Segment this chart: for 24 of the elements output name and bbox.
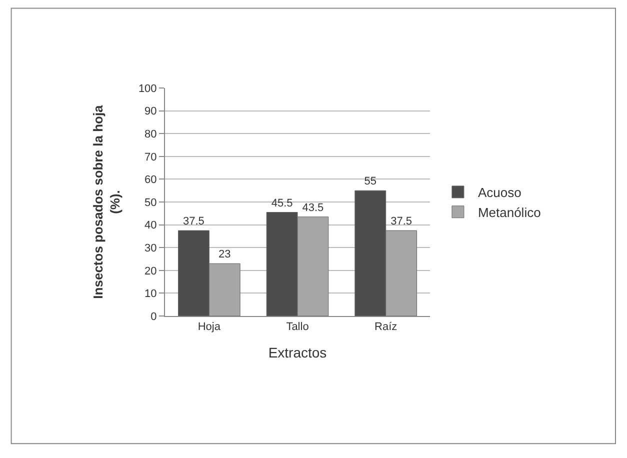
data-label: 23 xyxy=(218,248,231,261)
y-tick-label: 100 xyxy=(138,82,157,95)
y-axis-title: Insectos posados sobre la hoja (%). xyxy=(90,104,122,299)
y-tick-label: 0 xyxy=(150,310,157,323)
x-tick-label: Raíz xyxy=(374,321,398,334)
y-tick-label: 40 xyxy=(144,220,157,232)
data-label: 45.5 xyxy=(271,197,293,210)
data-label: 43.5 xyxy=(302,202,324,214)
y-tick-label: 90 xyxy=(144,106,157,118)
x-tick-label: Tallo xyxy=(286,321,309,334)
data-label: 37.5 xyxy=(390,216,412,228)
y-tick-label: 70 xyxy=(144,151,157,164)
data-label: 37.5 xyxy=(183,216,204,228)
legend-label: Acuoso xyxy=(478,185,522,200)
data-label: 55 xyxy=(364,176,376,188)
y-tick-label: 10 xyxy=(144,288,157,300)
y-tick-label: 60 xyxy=(144,174,157,186)
x-axis-title: Extractos xyxy=(268,344,327,360)
x-tick-label: Hoja xyxy=(198,321,222,334)
legend-label: Metanólico xyxy=(478,204,541,220)
y-tick-label: 30 xyxy=(144,242,157,254)
y-tick-label: 50 xyxy=(144,196,157,209)
y-tick-label: 80 xyxy=(144,128,157,140)
y-tick-label: 20 xyxy=(144,265,157,278)
